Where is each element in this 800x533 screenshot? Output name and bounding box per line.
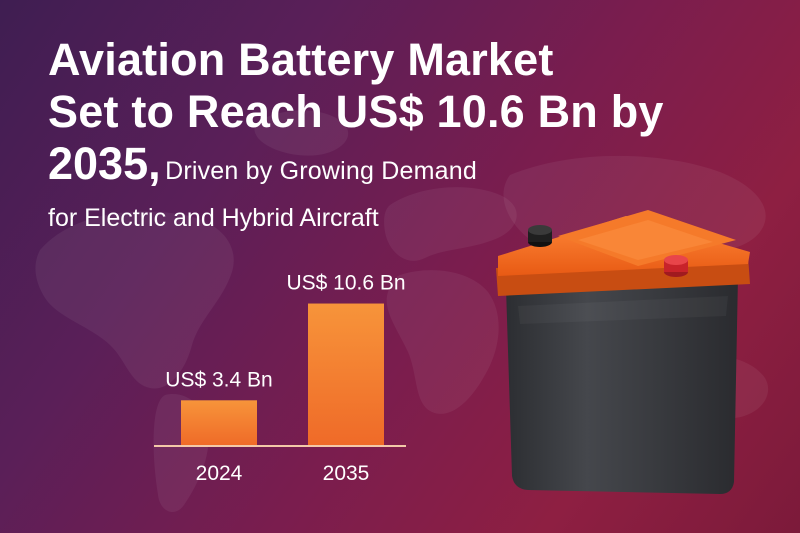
headline-year: 2035, <box>48 138 161 189</box>
tick-label-2024: 2024 <box>196 462 243 485</box>
headline-line-2: Set to Reach US$ 10.6 Bn by <box>48 86 664 137</box>
data-label-2024: US$ 3.4 Bn <box>165 368 272 391</box>
battery-icon <box>496 210 750 494</box>
tick-label-2035: 2035 <box>323 462 370 485</box>
headline-line-1: Aviation Battery Market <box>48 34 554 85</box>
bar-2035 <box>308 303 384 446</box>
bar-2024 <box>181 400 257 446</box>
headline-subtitle-part-1: Driven by Growing Demand <box>165 157 477 185</box>
headline-subtitle-part-2: for Electric and Hybrid Aircraft <box>48 204 379 232</box>
market-size-bar-chart: US$ 3.4 Bn 2024 US$ 10.6 Bn 2035 <box>154 272 406 485</box>
headline: Aviation Battery Market Set to Reach US$… <box>48 34 748 233</box>
data-label-2035: US$ 10.6 Bn <box>286 272 405 295</box>
headline-line-3: 2035, Driven by Growing Demand <box>48 138 748 201</box>
